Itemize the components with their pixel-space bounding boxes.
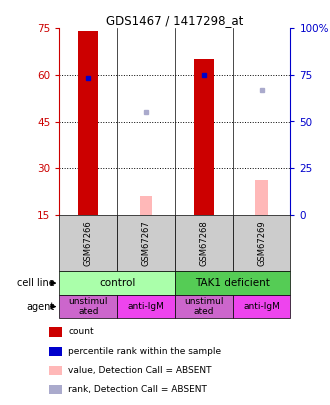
Text: TAK1 deficient: TAK1 deficient xyxy=(195,278,270,288)
Bar xyxy=(175,295,233,318)
Text: control: control xyxy=(99,278,135,288)
Text: unstimul
ated: unstimul ated xyxy=(69,297,108,316)
Bar xyxy=(233,295,290,318)
Bar xyxy=(49,385,62,394)
Text: rank, Detection Call = ABSENT: rank, Detection Call = ABSENT xyxy=(68,385,207,394)
Text: GSM67269: GSM67269 xyxy=(257,220,266,266)
Bar xyxy=(175,215,233,271)
Bar xyxy=(233,215,290,271)
Bar xyxy=(140,196,152,215)
Text: agent: agent xyxy=(26,302,55,311)
Bar xyxy=(117,295,175,318)
Text: anti-IgM: anti-IgM xyxy=(128,302,164,311)
Bar xyxy=(255,181,268,215)
Text: percentile rank within the sample: percentile rank within the sample xyxy=(68,347,221,356)
Text: anti-IgM: anti-IgM xyxy=(243,302,280,311)
Bar xyxy=(175,271,290,295)
Bar xyxy=(59,215,117,271)
Bar xyxy=(78,32,98,215)
Bar xyxy=(117,215,175,271)
Text: GSM67268: GSM67268 xyxy=(199,220,208,266)
Text: GSM67267: GSM67267 xyxy=(142,220,150,266)
Bar xyxy=(59,295,117,318)
Text: count: count xyxy=(68,328,94,337)
Bar xyxy=(49,366,62,375)
Bar xyxy=(49,327,62,337)
Title: GDS1467 / 1417298_at: GDS1467 / 1417298_at xyxy=(106,14,244,27)
Text: unstimul
ated: unstimul ated xyxy=(184,297,223,316)
Text: cell line: cell line xyxy=(17,278,55,288)
Bar xyxy=(49,347,62,356)
Text: value, Detection Call = ABSENT: value, Detection Call = ABSENT xyxy=(68,366,212,375)
Text: GSM67266: GSM67266 xyxy=(84,220,93,266)
Bar xyxy=(194,60,214,215)
Bar xyxy=(59,271,175,295)
